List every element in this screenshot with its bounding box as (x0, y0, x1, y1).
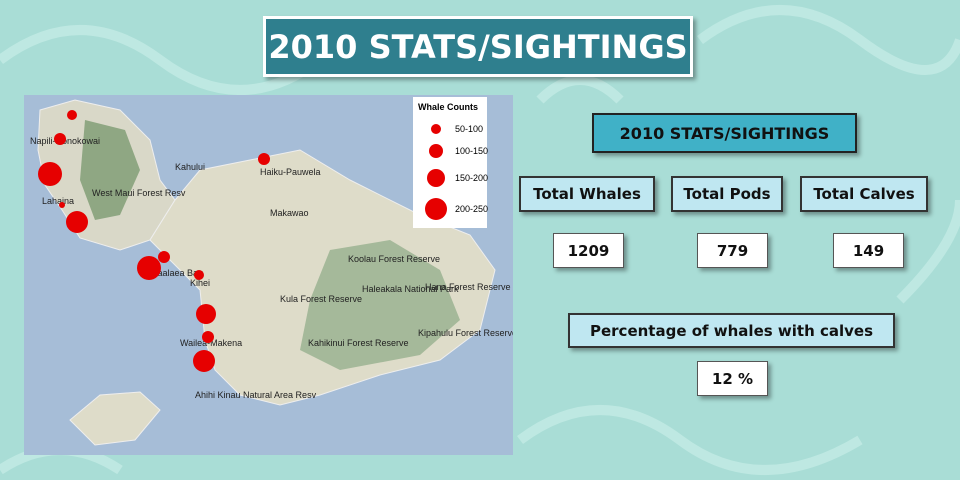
place-label: Kahului (175, 162, 205, 172)
whale-marker (258, 153, 270, 165)
stat-value: 1209 (553, 233, 624, 268)
percentage-label: Percentage of whales with calves (568, 313, 895, 348)
legend-box (413, 97, 487, 228)
whale-marker (54, 133, 66, 145)
whale-markers (38, 110, 270, 372)
kahoolawe (69, 391, 161, 446)
legend-label: 50-100 (455, 124, 483, 134)
legend-label: 150-200 (455, 173, 488, 183)
haleakala (300, 240, 460, 370)
stat-label: Total Pods (671, 176, 783, 212)
place-label: Maalaea Bay (150, 268, 203, 278)
whale-marker (59, 202, 65, 208)
whale-marker (137, 256, 161, 280)
place-label: West Maui Forest Resv (92, 188, 186, 198)
legend-marker (431, 124, 441, 134)
whale-marker (193, 350, 215, 372)
place-label: Haleakala National Park (362, 284, 459, 294)
legend-marker (429, 144, 443, 158)
west-maui-forest (80, 120, 140, 220)
legend-marker (427, 169, 445, 187)
place-label: Kula Forest Reserve (280, 294, 362, 304)
legend-label: 200-250 (455, 204, 488, 214)
legend-marker (425, 198, 447, 220)
whale-marker (67, 110, 77, 120)
place-label: Haiku-Pauwela (260, 167, 321, 177)
place-label: Kipahulu Forest Reserve (418, 328, 513, 338)
place-label: Kihei (190, 278, 210, 288)
stat-value: 149 (833, 233, 904, 268)
place-label: Hana Forest Reserve (425, 282, 511, 292)
place-label: Wailea-Makena (180, 338, 242, 348)
place-labels: Napili-Honokowai Lahaina West Maui Fores… (30, 136, 513, 400)
place-label: Makawao (270, 208, 309, 218)
whale-marker (66, 211, 88, 233)
legend-title: Whale Counts (418, 102, 478, 112)
legend-label: 100-150 (455, 146, 488, 156)
map: Napili-Honokowai Lahaina West Maui Fores… (24, 95, 513, 455)
place-label: Ahihi Kinau Natural Area Resv (195, 390, 317, 400)
whale-marker (158, 251, 170, 263)
whale-marker (202, 331, 214, 343)
stat-value: 779 (697, 233, 768, 268)
whale-marker (38, 162, 62, 186)
slide-title: 2010 STATS/SIGHTINGS (263, 16, 693, 77)
whale-marker (194, 270, 204, 280)
stats-heading: 2010 STATS/SIGHTINGS (592, 113, 857, 153)
place-label: Kahikinui Forest Reserve (308, 338, 409, 348)
stat-label: Total Calves (800, 176, 928, 212)
place-label: Lahaina (42, 196, 74, 206)
whale-marker (196, 304, 216, 324)
place-label: Koolau Forest Reserve (348, 254, 440, 264)
percentage-value: 12 % (697, 361, 768, 396)
stat-label: Total Whales (519, 176, 655, 212)
legend: Whale Counts 50-100 100-150 150-200 200-… (413, 97, 488, 228)
